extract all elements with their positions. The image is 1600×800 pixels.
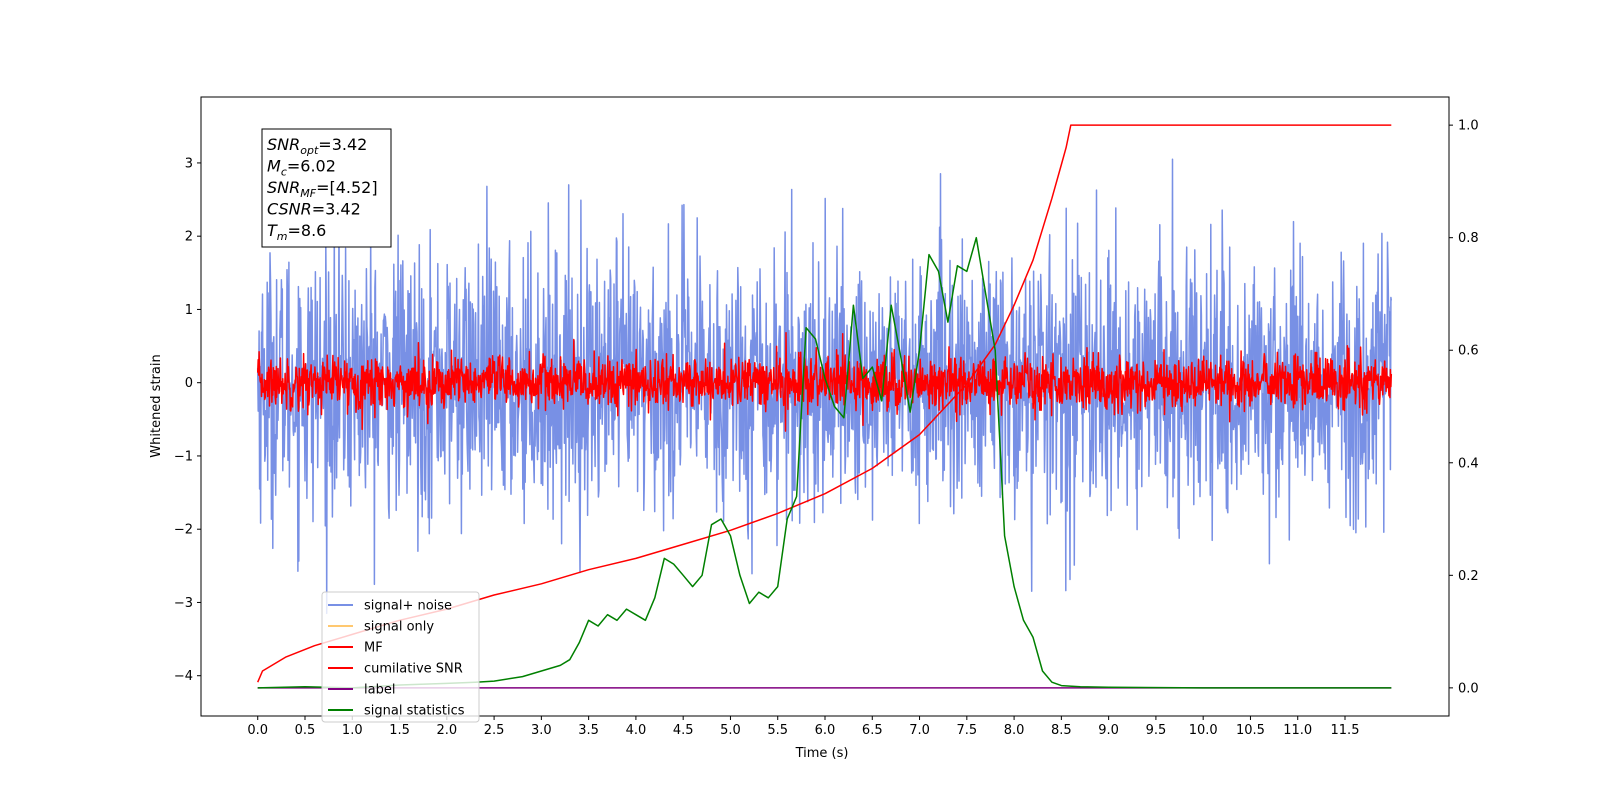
- annotation-symbol: SNR: [267, 178, 300, 197]
- x-tick-label: 5.5: [767, 723, 788, 738]
- x-tick-label: 6.0: [815, 723, 836, 738]
- y-tick-label: 0: [185, 376, 193, 391]
- series-line-signal-noise: [256, 158, 1393, 615]
- annotation-line: Tm=8.6: [267, 221, 326, 243]
- annotation-subscript: opt: [300, 144, 319, 157]
- x-axis-label: Time (s): [795, 746, 849, 761]
- x-tick-label: 1.0: [342, 723, 363, 738]
- annotation-value: =3.42: [312, 200, 361, 219]
- x-tick-label: 8.0: [1004, 723, 1025, 738]
- y-axis-left: −4 −3 −2 −1 0 1 2 3: [174, 156, 201, 684]
- annotation-line: Mc=6.02: [267, 157, 336, 179]
- y-axis-label: Whitened strain: [149, 354, 164, 457]
- series-line-signal-statistics: [257, 236, 1392, 689]
- x-tick-label: 1.5: [389, 723, 410, 738]
- legend-label-mf: MF: [364, 641, 383, 656]
- legend-label-signal-noise: signal+ noise: [364, 599, 452, 614]
- annotation-value: =3.42: [318, 135, 367, 154]
- x-tick-label: 11.0: [1283, 723, 1312, 738]
- y-right-tick-label: 0.0: [1458, 681, 1479, 696]
- x-tick-label: 3.0: [531, 723, 552, 738]
- x-tick-label: 9.0: [1098, 723, 1119, 738]
- y-right-tick-label: 0.6: [1458, 344, 1479, 359]
- legend-label-cumilative-snr: cumilative SNR: [364, 662, 463, 677]
- x-axis: 0.0 0.5 1.0 1.5 2.0 2.5 3.0 3.5 4.0 4.5 5.0 5.5 6.0 6…: [247, 716, 1359, 738]
- x-tick-label: 3.5: [578, 723, 599, 738]
- series-line-mf: [256, 331, 1393, 432]
- x-tick-label: 4.0: [626, 723, 647, 738]
- x-tick-label: 4.5: [673, 723, 694, 738]
- x-tick-label: 9.5: [1146, 723, 1167, 738]
- x-tick-label: 0.0: [247, 723, 268, 738]
- y-right-tick-label: 1.0: [1458, 119, 1479, 134]
- y-tick-label: −2: [174, 523, 193, 538]
- annotation-subscript: c: [281, 166, 287, 179]
- annotation-value: =6.02: [287, 157, 336, 176]
- annotation-subscript: MF: [300, 187, 316, 200]
- y-tick-label: 1: [185, 303, 193, 318]
- y-axis-right: 0.0 0.2 0.4 0.6 0.8 1.0: [1449, 119, 1479, 696]
- legend-label-signal-only: signal only: [364, 620, 434, 635]
- annotation-value: =8.6: [288, 221, 327, 240]
- x-tick-label: 10.0: [1189, 723, 1218, 738]
- y-tick-label: 2: [185, 230, 193, 245]
- x-tick-label: 7.5: [956, 723, 977, 738]
- x-tick-label: 11.5: [1331, 723, 1360, 738]
- legend-label-signal-statistics: signal statistics: [364, 704, 465, 719]
- y-tick-label: −4: [174, 669, 193, 684]
- y-right-tick-label: 0.4: [1458, 456, 1479, 471]
- annotation-box: SNRopt=3.42Mc=6.02SNRMF=[4.52]CSNR=3.42T…: [261, 128, 392, 248]
- x-tick-label: 2.0: [436, 723, 457, 738]
- y-right-tick-label: 0.2: [1458, 569, 1479, 584]
- annotation-line: SNRMF=[4.52]: [267, 178, 378, 200]
- x-tick-label: 8.5: [1051, 723, 1072, 738]
- x-tick-label: 5.0: [720, 723, 741, 738]
- annotation-subscript: m: [277, 230, 288, 243]
- x-tick-label: 2.5: [484, 723, 505, 738]
- annotation-line: CSNR=3.42: [267, 200, 361, 219]
- annotation-value: =[4.52]: [316, 178, 378, 197]
- x-tick-label: 7.0: [909, 723, 930, 738]
- annotation-line: SNRopt=3.42: [267, 135, 367, 157]
- x-tick-label: 0.5: [295, 723, 316, 738]
- annotation-symbol: M: [267, 157, 281, 176]
- legend-frame: [321, 591, 480, 723]
- y-tick-label: −3: [174, 596, 193, 611]
- legend: signal+ noise signal only MF cumilative SNR…: [321, 591, 480, 723]
- annotation-symbol: T: [267, 221, 278, 240]
- annotation-frame: [261, 128, 392, 248]
- y-tick-label: −1: [174, 449, 193, 464]
- annotation-symbol: CSNR: [267, 200, 312, 219]
- legend-label-label: label: [364, 683, 395, 698]
- x-tick-label: 6.5: [862, 723, 883, 738]
- y-right-tick-label: 0.8: [1458, 231, 1479, 246]
- y-tick-label: 3: [185, 156, 193, 171]
- annotation-symbol: SNR: [267, 135, 300, 154]
- x-tick-label: 10.5: [1236, 723, 1265, 738]
